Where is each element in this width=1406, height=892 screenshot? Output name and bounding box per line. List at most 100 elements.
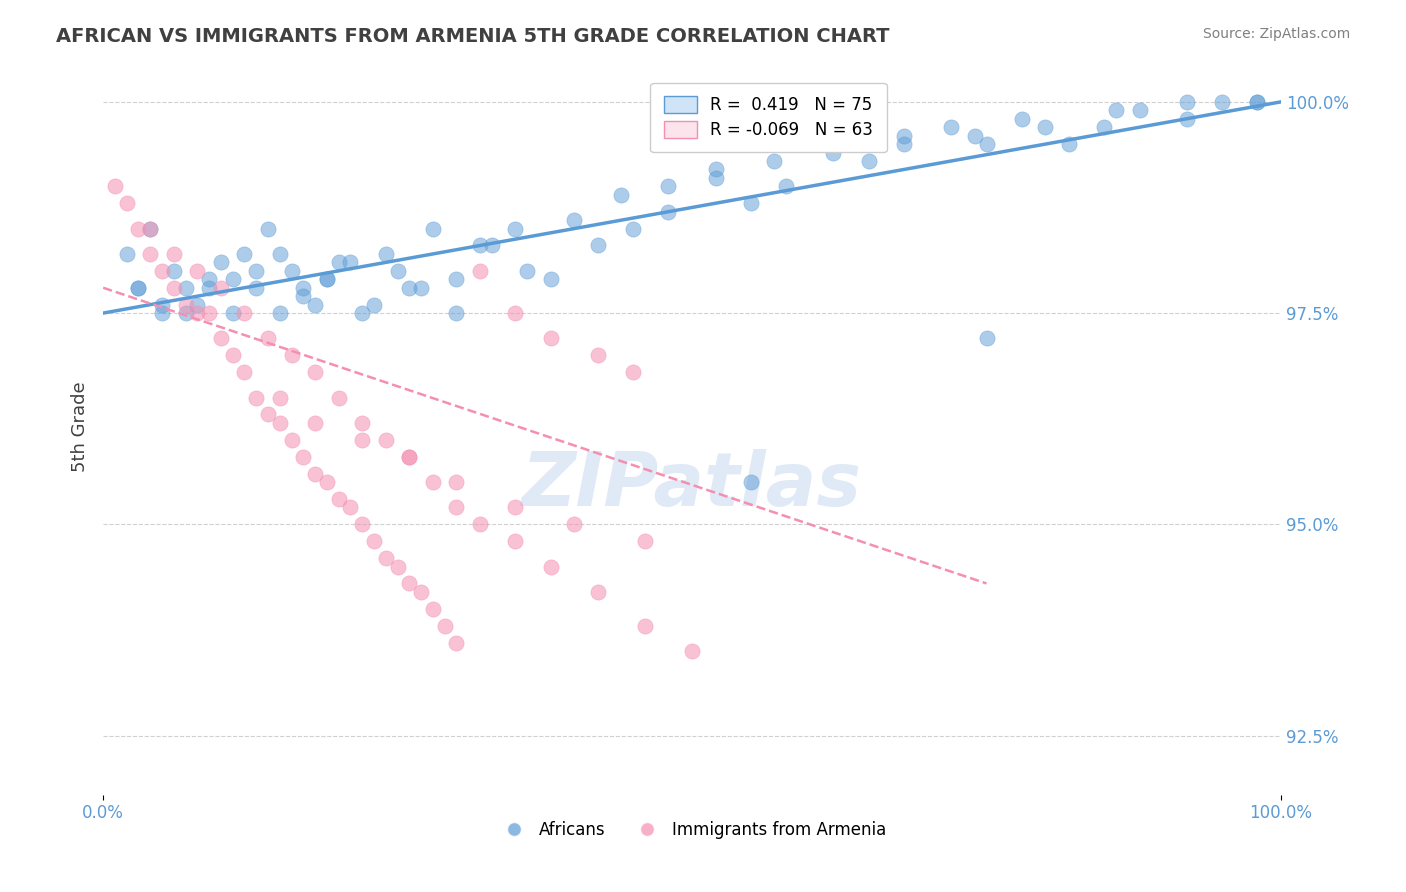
Point [446,475,468,489]
Point [422,221,444,235]
Point [446,306,468,320]
Point [1011,112,1033,126]
Point [763,153,786,168]
Point [127,281,149,295]
Point [257,408,280,422]
Point [304,365,326,379]
Point [328,255,350,269]
Point [316,272,339,286]
Point [150,306,173,320]
Point [163,281,186,295]
Point [468,517,491,532]
Point [657,204,679,219]
Point [621,221,644,235]
Point [139,221,162,235]
Point [174,281,197,295]
Point [858,153,880,168]
Point [150,264,173,278]
Point [634,618,657,632]
Point [468,238,491,252]
Point [740,196,762,211]
Point [186,264,208,278]
Point [398,450,420,464]
Point [411,281,433,295]
Point [446,635,468,649]
Point [127,281,149,295]
Point [304,467,326,481]
Point [586,348,609,362]
Point [339,255,361,269]
Point [1129,103,1152,118]
Point [304,298,326,312]
Point [257,331,280,345]
Point [209,281,232,295]
Point [374,433,396,447]
Point [245,264,267,278]
Point [292,450,315,464]
Text: Source: ZipAtlas.com: Source: ZipAtlas.com [1202,27,1350,41]
Point [740,475,762,489]
Point [976,137,998,152]
Point [1035,120,1057,135]
Y-axis label: 5th Grade: 5th Grade [72,382,89,473]
Point [209,331,232,345]
Point [1105,103,1128,118]
Point [1175,112,1198,126]
Point [963,128,986,143]
Point [1092,120,1115,135]
Point [468,264,491,278]
Point [339,500,361,515]
Point [186,298,208,312]
Point [1057,137,1080,152]
Point [292,289,315,303]
Point [621,365,644,379]
Point [245,281,267,295]
Point [681,644,703,658]
Point [411,585,433,599]
Point [505,534,527,549]
Point [233,247,256,261]
Point [174,306,197,320]
Point [704,162,727,177]
Point [269,247,291,261]
Text: ZIPatlas: ZIPatlas [522,450,862,523]
Point [1211,95,1233,109]
Point [127,221,149,235]
Point [422,475,444,489]
Point [280,348,302,362]
Point [562,213,585,227]
Text: AFRICAN VS IMMIGRANTS FROM ARMENIA 5TH GRADE CORRELATION CHART: AFRICAN VS IMMIGRANTS FROM ARMENIA 5TH G… [56,27,890,45]
Point [516,264,538,278]
Point [269,391,291,405]
Point [304,416,326,430]
Point [257,221,280,235]
Point [422,602,444,616]
Point [174,298,197,312]
Point [292,281,315,295]
Point [1175,95,1198,109]
Point [374,551,396,566]
Point [775,179,797,194]
Point [328,391,350,405]
Point [586,585,609,599]
Point [352,433,374,447]
Point [446,272,468,286]
Point [104,179,127,194]
Point [328,491,350,506]
Point [163,264,186,278]
Point [150,298,173,312]
Point [540,559,562,574]
Point [657,179,679,194]
Point [387,264,409,278]
Point [1246,95,1268,109]
Point [941,120,963,135]
Point [139,221,162,235]
Point [976,331,998,345]
Point [245,391,267,405]
Point [823,145,845,160]
Point [374,247,396,261]
Point [363,298,385,312]
Point [233,365,256,379]
Point [233,306,256,320]
Point [221,306,243,320]
